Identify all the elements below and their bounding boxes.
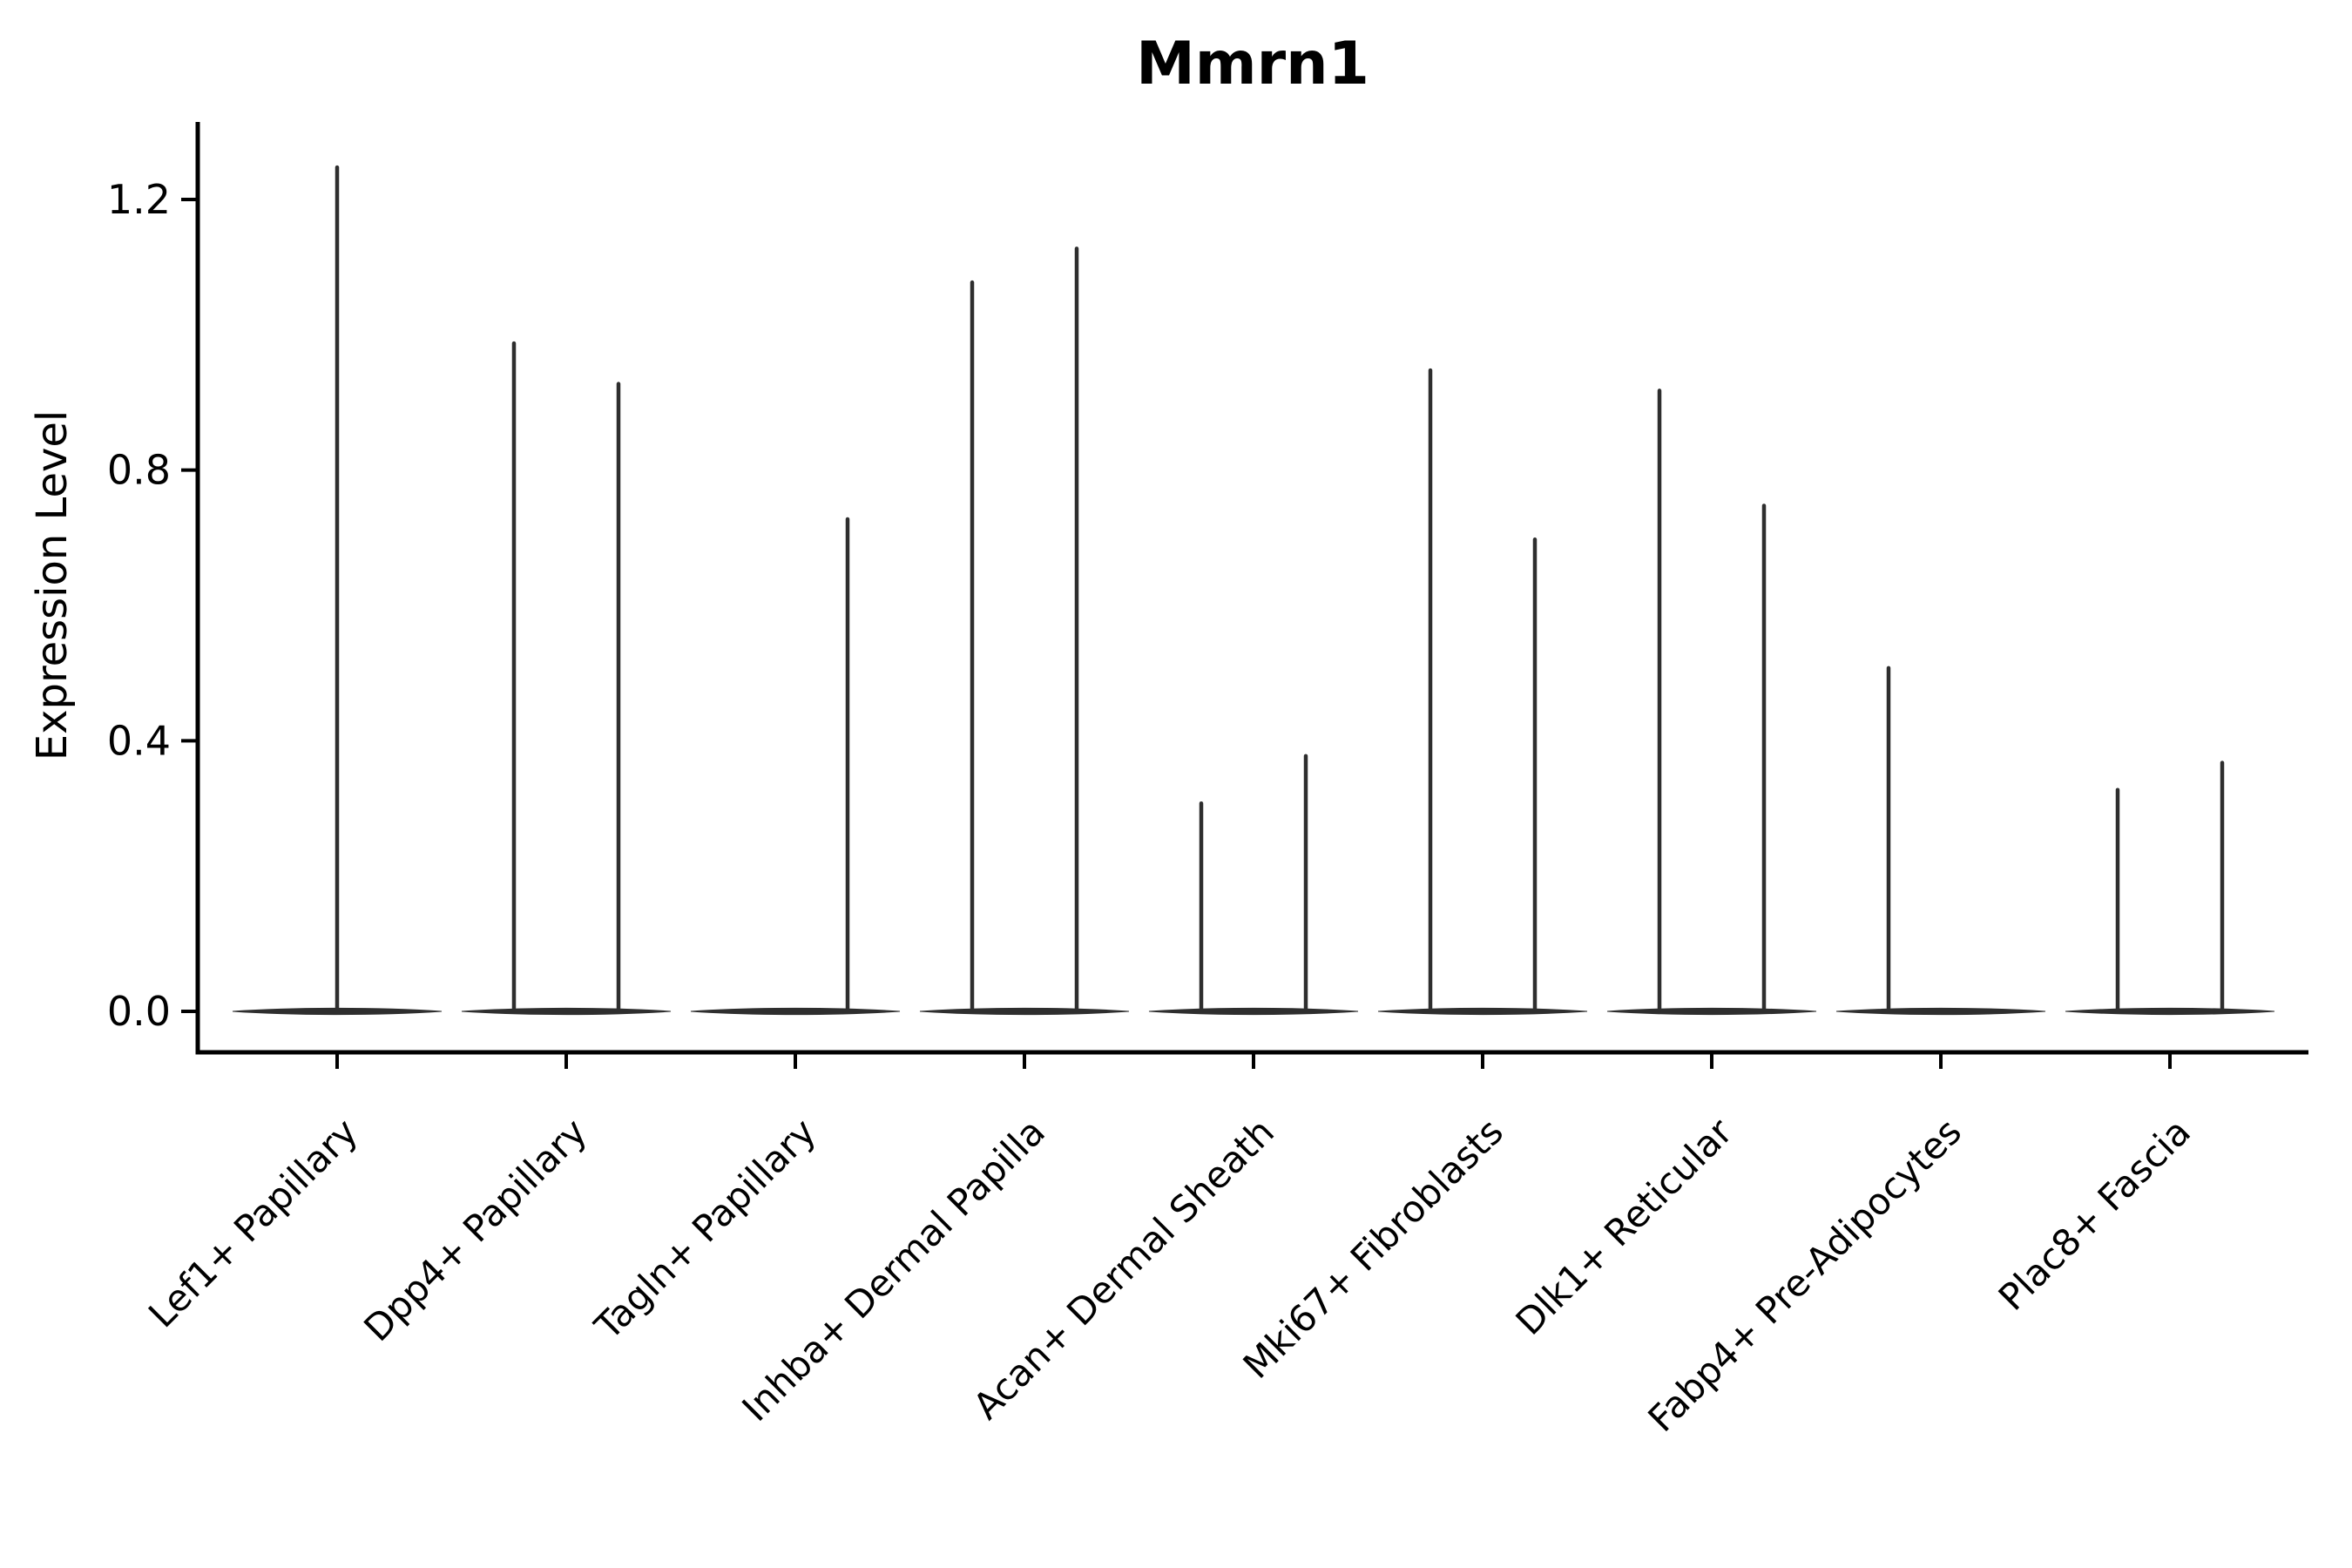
y-axis-title: Expression Level (28, 409, 77, 761)
violin-group (1835, 666, 2046, 1016)
violin-group (232, 165, 443, 1016)
violin-base (461, 1007, 672, 1016)
y-tick-label: 1.2 (107, 176, 171, 223)
y-tick-label: 0.4 (107, 717, 171, 764)
y-tick-label: 0.0 (107, 988, 171, 1035)
violin-group (2065, 760, 2275, 1016)
x-category-label: Dlk1+ Reticular (1508, 1110, 1741, 1343)
y-tick-label: 0.8 (107, 447, 171, 494)
x-category-label: Plac8+ Fascia (1990, 1110, 2199, 1318)
violin-group (690, 517, 901, 1016)
violin-base (1606, 1007, 1817, 1016)
violin-group (1606, 389, 1817, 1016)
violin-base (1377, 1007, 1588, 1016)
violin-group (919, 247, 1130, 1016)
violin-group (1377, 368, 1588, 1016)
violin-base (1835, 1007, 2046, 1016)
x-category-label: Tagln+ Papillary (586, 1110, 824, 1348)
chart-title: Mmrn1 (1136, 30, 1369, 98)
violin-group (461, 341, 672, 1016)
x-category-label: Lef1+ Papillary (140, 1110, 366, 1335)
x-category-label: Mki67+ Fibroblasts (1235, 1110, 1511, 1386)
violin-base (690, 1007, 901, 1016)
x-category-label: Dpp4+ Papillary (355, 1110, 595, 1349)
violin-base (2065, 1007, 2275, 1016)
violin-group (1148, 754, 1359, 1016)
violin-base (919, 1007, 1130, 1016)
violin-base (1148, 1007, 1359, 1016)
